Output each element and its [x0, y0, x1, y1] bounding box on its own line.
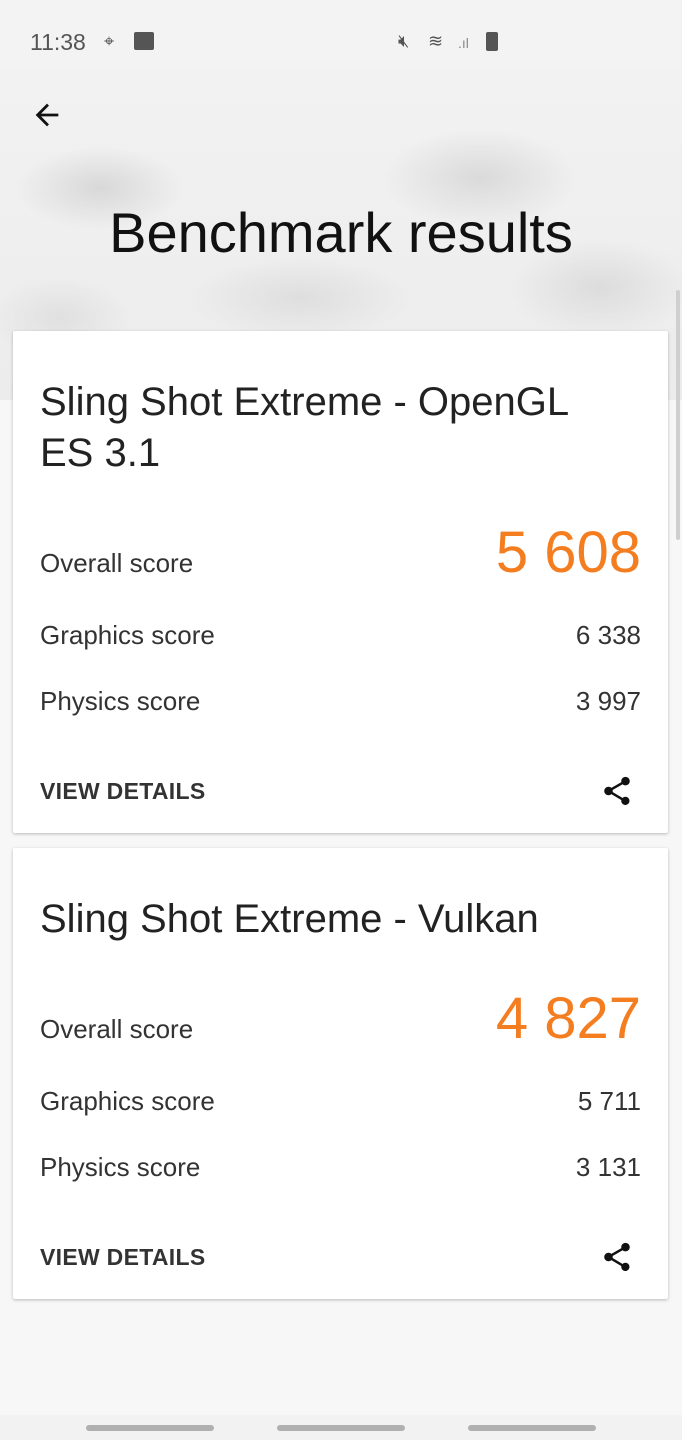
signal-icon: .ıl: [458, 35, 469, 51]
overall-score-label: Overall score: [40, 1014, 194, 1044]
scrollbar[interactable]: [676, 290, 680, 540]
battery-icon: [486, 32, 498, 51]
maps-icon: ⌖: [104, 31, 115, 51]
view-details-button[interactable]: VIEW DETAILS: [40, 1244, 206, 1270]
overall-score-value: 4 827: [495, 986, 641, 1051]
nav-recents-button[interactable]: [86, 1425, 214, 1431]
result-card: Sling Shot Extreme - OpenGL ES 3.1 Overa…: [13, 331, 668, 833]
page-title: Benchmark results: [109, 201, 573, 264]
wifi-icon: ≋: [428, 31, 444, 51]
mute-icon: 🔇︎: [398, 31, 410, 51]
navigation-bar: [0, 1415, 682, 1440]
nav-home-button[interactable]: [277, 1425, 405, 1431]
graphics-score-label: Graphics score: [40, 1086, 215, 1116]
view-details-button[interactable]: VIEW DETAILS: [40, 778, 206, 804]
overall-score-label: Overall score: [40, 548, 194, 578]
result-card: Sling Shot Extreme - Vulkan Overall scor…: [13, 848, 668, 1299]
graphics-score-value: 6 338: [575, 620, 641, 650]
graphics-score-value: 5 711: [577, 1086, 641, 1116]
overall-score-value: 5 608: [495, 520, 641, 585]
test-title: Sling Shot Extreme - OpenGL ES 3.1: [40, 380, 568, 475]
arrow-left-icon[interactable]: [30, 98, 64, 132]
physics-score-label: Physics score: [40, 686, 201, 716]
gallery-icon: [134, 32, 154, 50]
status-time: 11:38: [30, 29, 86, 55]
share-icon[interactable]: [600, 1239, 634, 1275]
physics-score-value: 3 131: [575, 1152, 641, 1182]
status-bar: 11:38 ⌖ 🔇︎ ≋ .ıl: [0, 0, 682, 68]
test-title: Sling Shot Extreme - Vulkan: [40, 897, 539, 941]
share-icon[interactable]: [600, 773, 634, 809]
graphics-score-label: Graphics score: [40, 620, 215, 650]
nav-back-button[interactable]: [468, 1425, 596, 1431]
physics-score-label: Physics score: [40, 1152, 201, 1182]
physics-score-value: 3 997: [575, 686, 641, 716]
